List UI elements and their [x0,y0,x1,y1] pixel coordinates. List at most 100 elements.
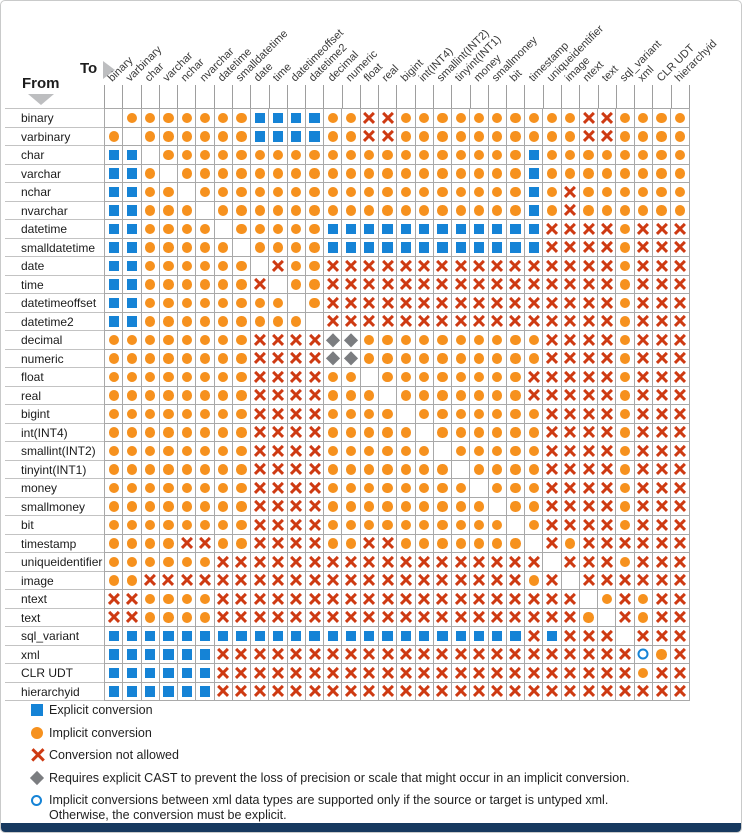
implicit-circle-icon [145,297,156,308]
implicit-circle-icon [345,464,357,475]
implicit-circle-icon [510,186,521,197]
grid-cell [305,146,325,165]
grid-cell [433,312,453,331]
implicit-circle-icon [619,223,631,234]
grid-cell [214,109,233,128]
grid-cell [360,534,379,553]
grid-cell [616,183,635,202]
not-allowed-x-icon [434,257,451,275]
implicit-circle-icon [108,445,119,456]
grid-cell [415,257,434,276]
grid-cell [397,294,416,313]
grid-cell [415,553,434,572]
grid-cell [616,331,635,350]
grid-cell [378,682,398,701]
grid-cell [634,590,653,609]
grid-cell [652,553,672,572]
explicit-square-icon [492,242,503,253]
not-allowed-x-icon [653,313,670,331]
implicit-circle-icon [145,279,156,290]
not-allowed-x-icon [543,442,560,460]
implicit-circle-icon [345,538,357,549]
grid-cell [196,127,215,146]
not-allowed-x-icon [580,294,597,312]
not-allowed-x-icon [489,276,506,294]
grid-cell [141,257,160,276]
grid-cell [579,275,599,294]
not-allowed-x-icon [580,257,597,275]
grid-cell [616,201,635,220]
implicit-circle-icon [345,445,357,456]
grid-cell [105,627,124,646]
grid-cell [634,183,653,202]
grid-cell [506,183,526,202]
explicit-square-icon [437,223,448,234]
grid-cell [652,109,672,128]
implicit-circle-icon [163,445,174,456]
not-allowed-x-icon [580,276,597,294]
implicit-circle-icon [309,223,320,234]
implicit-circle-icon [181,279,192,290]
grid-cell [251,460,270,479]
implicit-circle-icon [437,334,448,345]
grid-cell [232,590,252,609]
grid-cell [579,294,599,313]
to-axis-label: To [80,60,98,77]
grid-cell [598,312,617,331]
grid-cell [397,164,416,183]
not-allowed-x-icon [653,683,670,701]
grid-cell [598,368,617,387]
implicit-circle-icon [492,390,503,401]
not-allowed-x-icon [306,405,323,423]
grid-cell [324,146,343,165]
not-allowed-x-icon [562,590,579,608]
grid-cell [397,146,416,165]
grid-cell [506,553,526,572]
not-allowed-x-icon [324,553,341,571]
implicit-circle-icon [473,149,485,160]
grid-cell [488,386,507,405]
grid-cell [561,164,580,183]
not-allowed-x-icon [543,572,560,590]
explicit-square-icon [108,242,119,253]
grid-cell [488,442,507,461]
explicit-square-icon [126,260,138,271]
not-allowed-x-icon [489,294,506,312]
explicit-square-icon [163,686,174,697]
grid-cell [488,553,507,572]
column-tick [140,85,142,108]
implicit-circle-icon [619,279,631,290]
explicit-square-icon [345,223,357,234]
not-allowed-x-icon [562,646,579,664]
not-allowed-x-icon [671,313,688,331]
grid-cell [470,571,489,590]
implicit-circle-icon [236,260,247,271]
grid-cell [543,368,562,387]
grid-cell [178,516,197,535]
legend-label: Implicit conversions between xml data ty… [49,793,609,822]
grid-cell [433,201,453,220]
not-allowed-x-icon [616,664,633,682]
implicit-circle-icon [145,112,156,123]
grid-cell [196,571,215,590]
not-allowed-x-icon [306,387,323,405]
implicit-circle-icon [510,390,521,401]
implicit-circle-icon [163,316,174,327]
explicit-square-icon [382,630,393,641]
not-allowed-x-icon [306,683,323,701]
implicit-circle-icon [364,353,375,364]
grid-cell [378,183,398,202]
implicit-circle-icon [400,464,412,475]
not-allowed-x-icon [525,590,542,608]
grid-cell [634,682,653,701]
grid-cell [232,460,252,479]
grid-cell [671,664,690,683]
implicit-circle-icon [163,186,174,197]
grid-cell [433,423,453,442]
grid-cell [324,127,343,146]
implicit-circle-icon [199,260,211,271]
grid-cell [251,442,270,461]
not-allowed-x-icon [562,627,579,645]
grid-cell [141,349,160,368]
grid-cell [305,442,325,461]
